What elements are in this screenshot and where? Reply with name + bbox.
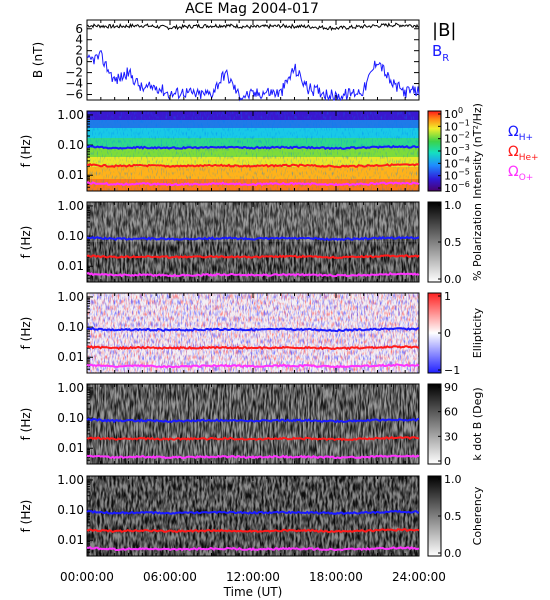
colorbar-tick-label: 10−5 xyxy=(444,168,470,183)
b-field-ytick-label: −2 xyxy=(65,66,83,80)
proton-gyrofrequency-line xyxy=(86,417,419,424)
panel-kdotb xyxy=(86,383,420,465)
freq-tick-label: 0.10 xyxy=(57,138,84,152)
freq-tick-label: 0.10 xyxy=(57,411,84,425)
colorbar-tick-label: 0.0 xyxy=(444,547,462,560)
freq-axis-label: f (Hz) xyxy=(19,500,33,533)
x-tick-label: 24:00:00 xyxy=(392,570,446,584)
colorbar-tick-label: 30 xyxy=(444,430,458,443)
proton-gyrofrequency-line xyxy=(86,326,420,333)
panel-coherency xyxy=(86,475,420,557)
colorbar-tick-label: 100 xyxy=(444,106,463,121)
colorbar-tick-label: 0.0 xyxy=(444,273,462,286)
oxygen-gyrofrequency-line xyxy=(86,272,420,278)
kdotb-spectrogram xyxy=(87,384,419,464)
figure-title: ACE Mag 2004-017 xyxy=(185,1,319,17)
b-field-ytick-label: 0 xyxy=(75,55,83,69)
series-b-magnitude-line xyxy=(86,22,420,32)
b-field-ytick-label: 2 xyxy=(75,44,83,58)
series-b-r-line xyxy=(86,50,420,102)
freq-tick-label: 0.01 xyxy=(57,259,84,273)
proton-gyrofrequency-line xyxy=(86,509,420,516)
x-tick-label: 06:00:00 xyxy=(143,570,197,584)
proton-gyrofrequency-line xyxy=(86,144,420,151)
freq-tick-label: 0.01 xyxy=(57,168,84,182)
x-tick-label: 12:00:00 xyxy=(226,570,280,584)
freq-axis-label: f (Hz) xyxy=(19,408,33,441)
freq-tick-label: 1.00 xyxy=(57,473,84,487)
b-field-ytick-label: 6 xyxy=(75,22,83,36)
freq-tick-label: 0.10 xyxy=(57,229,84,243)
gyrofrequency-legend-entry: ΩH+ xyxy=(508,124,533,143)
helium-gyrofrequency-line xyxy=(86,345,420,351)
b-field-ytick-label: −6 xyxy=(65,88,83,102)
colorbar-tick-label: 10−2 xyxy=(444,131,470,146)
b-field-legend-entry: |B| xyxy=(432,20,456,41)
freq-tick-label: 0.10 xyxy=(57,503,84,517)
freq-tick-label: 1.00 xyxy=(57,199,84,213)
colorbar-label: Coherency xyxy=(471,486,484,545)
coherency-spectrogram xyxy=(87,476,419,556)
colorbar-tick-label: 10−4 xyxy=(444,155,470,170)
colorbar-label: Ellipticity xyxy=(471,307,484,358)
gyrofrequency-legend-entry: ΩO+ xyxy=(508,164,533,183)
b-field-ytick-label: 4 xyxy=(75,33,83,47)
freq-tick-label: 1.00 xyxy=(57,290,84,304)
helium-gyrofrequency-line xyxy=(86,528,420,534)
colorbar xyxy=(427,383,442,465)
freq-tick-label: 0.10 xyxy=(57,320,84,334)
panel-polarization xyxy=(86,201,420,283)
colorbar-tick-label: 1.0 xyxy=(444,473,462,486)
helium-gyrofrequency-line xyxy=(87,163,420,169)
gyrofrequency-legend-entry: ΩHe+ xyxy=(508,144,539,163)
freq-axis-label: f (Hz) xyxy=(19,135,33,168)
colorbar-tick-label: 0 xyxy=(444,327,451,340)
colorbar-label: k dot B (Deg) xyxy=(471,387,484,460)
panel-ellipticity xyxy=(86,292,420,374)
b-field-legend-entry: BR xyxy=(432,42,449,64)
colorbar-tick-label: 60 xyxy=(444,406,458,419)
polarization-spectrogram xyxy=(87,202,419,282)
freq-tick-label: 1.00 xyxy=(57,108,84,122)
helium-gyrofrequency-line xyxy=(86,254,420,260)
colorbar-label: Intensity (nT²/Hz) xyxy=(471,103,484,199)
colorbar-tick-label: 1.0 xyxy=(444,199,462,212)
x-tick-label: 00:00:00 xyxy=(60,570,114,584)
panel-b-field-ylabel: B (nT) xyxy=(31,42,45,78)
colorbar-tick-label: 10−3 xyxy=(444,143,470,158)
freq-tick-label: 1.00 xyxy=(57,381,84,395)
freq-axis-label: f (Hz) xyxy=(19,317,33,350)
proton-gyrofrequency-line xyxy=(86,235,420,242)
oxygen-gyrofrequency-line xyxy=(86,181,420,187)
colorbar-tick-label: 0 xyxy=(444,455,451,468)
b-field-ytick-label: −4 xyxy=(65,77,83,91)
colorbar-tick-label: 0.5 xyxy=(444,236,462,249)
colorbar-tick-label: 90 xyxy=(444,381,458,394)
intensity-spectrogram xyxy=(87,111,419,191)
freq-axis-label: f (Hz) xyxy=(19,226,33,259)
panel-b-field-frame xyxy=(86,19,420,101)
freq-tick-label: 0.01 xyxy=(57,441,84,455)
x-tick-label: 18:00:00 xyxy=(309,570,363,584)
freq-tick-label: 0.01 xyxy=(57,533,84,547)
ellipticity-spectrogram xyxy=(87,293,419,373)
colorbar-label: % Polarization xyxy=(471,203,484,281)
oxygen-gyrofrequency-line xyxy=(86,546,420,552)
colorbar-tick-label: 10−6 xyxy=(444,180,470,195)
colorbar-tick-label: −1 xyxy=(444,364,460,377)
x-axis-label: Time (UT) xyxy=(223,585,283,599)
freq-tick-label: 0.01 xyxy=(57,350,84,364)
helium-gyrofrequency-line xyxy=(86,435,420,442)
panel-intensity xyxy=(86,110,420,192)
colorbar-tick-label: 0.5 xyxy=(444,510,462,523)
colorbar-tick-label: 10−1 xyxy=(444,118,470,133)
colorbar-tick-label: 1 xyxy=(444,290,451,303)
oxygen-gyrofrequency-line xyxy=(86,454,420,460)
oxygen-gyrofrequency-line xyxy=(86,363,420,369)
